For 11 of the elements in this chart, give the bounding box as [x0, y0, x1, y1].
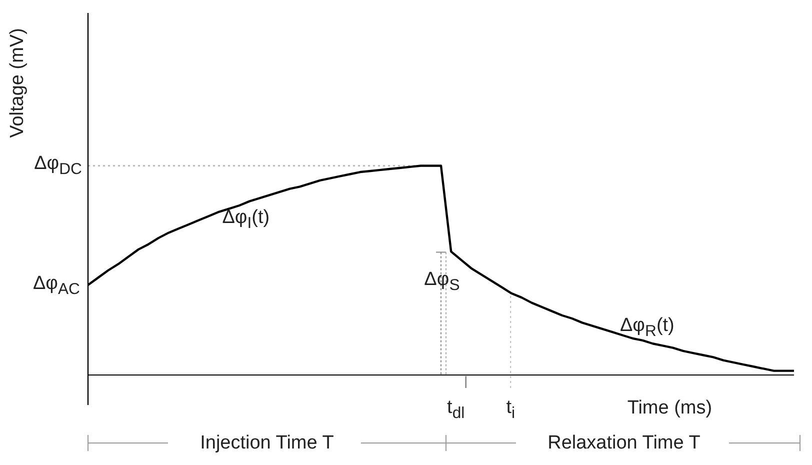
text: t$_{i}$: [506, 397, 515, 422]
y-axis-title: Voltage (mV): [7, 28, 29, 138]
annotation: Δφ$_{I}$(t): [222, 208, 270, 232]
annotation: Δφ$_{S}$: [424, 269, 460, 294]
x-axis-title: Time (ms): [627, 398, 712, 418]
text: t$_{dl}$: [447, 397, 465, 422]
annotation: Δφ$_{R}$(t): [620, 315, 674, 340]
text: Injection Time T: [200, 432, 334, 454]
text: Relaxation Time T: [548, 432, 700, 454]
text: Δφ$_{AC}$: [32, 272, 80, 298]
ref-line-label: Δφ$_{DC}$: [34, 153, 82, 178]
